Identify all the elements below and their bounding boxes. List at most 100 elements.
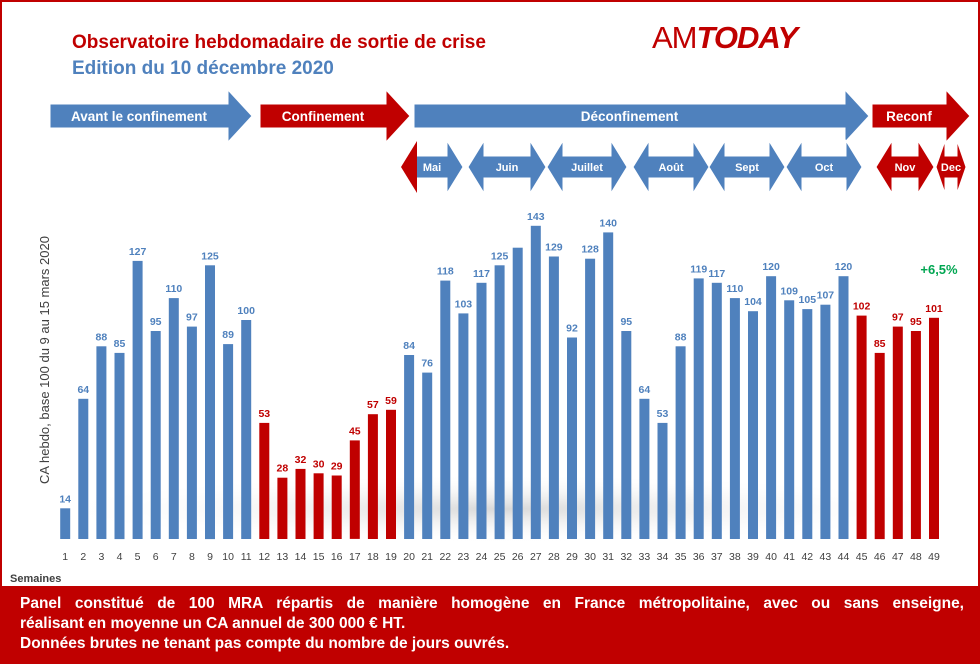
bar-week-12 <box>259 422 270 539</box>
phase-arrow-avant-le-confinement <box>49 88 253 144</box>
bar-value-label: 92 <box>566 323 578 335</box>
x-tick-label: 43 <box>820 551 832 563</box>
bar-week-28 <box>548 256 559 539</box>
x-tick-label: 45 <box>856 551 868 563</box>
x-tick-label: 27 <box>530 551 542 563</box>
x-tick-label: 7 <box>171 551 177 563</box>
bar-value-label: 110 <box>726 283 743 295</box>
amtoday-logo: AMTODAY <box>652 20 799 56</box>
bar-week-1 <box>60 508 71 539</box>
bar-value-label: 103 <box>455 298 473 310</box>
x-tick-label: 23 <box>458 551 470 563</box>
bar-value-label: 120 <box>762 261 780 273</box>
x-tick-label: 3 <box>98 551 104 563</box>
x-tick-label: 9 <box>207 551 213 563</box>
x-tick-label: 36 <box>693 551 705 563</box>
month-arrow-juillet <box>546 139 628 195</box>
x-tick-label: 11 <box>241 551 252 563</box>
bar-week-32 <box>621 331 632 539</box>
phase-arrows: Avant le confinement Confinement Déconfine… <box>49 88 971 144</box>
bar-value-label: 95 <box>910 316 922 328</box>
bar-week-6 <box>150 331 161 539</box>
chart-subtitle: Edition du 10 décembre 2020 <box>72 58 334 79</box>
bar-week-15 <box>313 473 324 539</box>
bar-week-37 <box>711 282 722 539</box>
bar-value-label: 101 <box>925 303 943 315</box>
bar-value-label: 125 <box>201 250 219 262</box>
bar-value-label: 117 <box>473 268 490 280</box>
bar-value-label: 85 <box>874 338 886 350</box>
bar-week-8 <box>186 326 197 539</box>
x-tick-label: 15 <box>313 551 325 563</box>
x-tick-label: 46 <box>874 551 886 563</box>
bar-value-label: 85 <box>114 338 126 350</box>
month-label: Juillet <box>571 162 603 174</box>
bar-value-label: 14 <box>59 493 71 505</box>
bar-value-label: 110 <box>165 283 182 295</box>
x-tick-label: 31 <box>602 551 614 563</box>
bar-week-5 <box>132 260 143 539</box>
bar-week-35 <box>675 346 686 539</box>
mai-arrow-red-tip <box>401 141 417 193</box>
x-tick-label: 34 <box>657 551 669 563</box>
phase-arrow-reconf <box>871 88 971 144</box>
month-label: Juin <box>496 162 519 174</box>
bar-week-20 <box>404 355 415 539</box>
bar-value-label: 118 <box>437 266 454 278</box>
bar-value-label: 88 <box>96 331 108 343</box>
bar-value-label: 95 <box>620 316 632 328</box>
chart-title: Observatoire hebdomadaire de sortie de c… <box>72 32 486 53</box>
bar-value-label: 30 <box>313 458 325 470</box>
month-arrows: Mai Juin Juillet Août Sept Oct Nov Dec <box>400 139 967 195</box>
x-tick-label: 10 <box>222 551 234 563</box>
bar-value-label: 45 <box>349 425 361 437</box>
month-arrow-sept <box>708 139 786 195</box>
month-label: Oct <box>815 162 834 174</box>
bar-week-24 <box>476 282 487 539</box>
x-axis-label: Semaines <box>10 573 61 585</box>
bar-value-label: 76 <box>421 358 433 370</box>
month-arrow-dec <box>935 140 967 194</box>
bar-value-label: 143 <box>527 211 545 223</box>
phase-label: Déconfinement <box>581 109 679 124</box>
x-tick-label: 47 <box>892 551 904 563</box>
footer-line-2: réalisant en moyenne un CA annuel de 300… <box>20 615 406 632</box>
phase-label: Reconf <box>886 109 932 124</box>
bar-week-2 <box>78 398 89 539</box>
bar-value-label: 140 <box>599 217 617 229</box>
bar-value-label: 119 <box>690 263 707 275</box>
footer-line-1: Panel constitué de 100 MRA répartis de m… <box>20 595 964 612</box>
bar-week-14 <box>295 468 306 539</box>
bar-value-label: 53 <box>258 408 270 420</box>
phase-arrow-confinement <box>259 88 411 144</box>
bar-week-44 <box>838 276 849 539</box>
phase-arrow-deconfinement <box>413 88 870 144</box>
bar-value-label: 89 <box>222 329 234 341</box>
x-tick-label: 49 <box>928 551 940 563</box>
footer-line-3: Données brutes ne tenant pas compte du n… <box>20 635 510 652</box>
bar-week-48 <box>910 331 921 539</box>
bar-value-label: 88 <box>675 331 687 343</box>
y-axis-label: CA hebdo, base 100 du 9 au 15 mars 2020 <box>37 236 52 484</box>
month-arrow-oct <box>785 139 863 195</box>
month-arrow-juin <box>467 139 547 195</box>
bar-week-21 <box>422 372 433 539</box>
bar-week-17 <box>349 440 360 539</box>
x-tick-label: 14 <box>295 551 307 563</box>
bar-week-25 <box>494 265 505 540</box>
bar-week-31 <box>603 232 614 539</box>
x-tick-label: 38 <box>729 551 741 563</box>
bar-value-label: 100 <box>237 305 255 317</box>
logo-today: TODAY <box>696 20 799 55</box>
x-tick-label: 42 <box>801 551 813 563</box>
bar-value-label: 120 <box>835 261 853 273</box>
x-tick-label: 25 <box>494 551 506 563</box>
bar-week-11 <box>241 320 252 539</box>
bars <box>60 225 939 540</box>
bar-value-label: 95 <box>150 316 162 328</box>
bar-value-label: 128 <box>581 244 599 256</box>
x-tick-label: 19 <box>385 551 397 563</box>
x-tick-label: 8 <box>189 551 195 563</box>
x-tick-label: 4 <box>117 551 123 563</box>
bar-value-label: 105 <box>799 294 817 306</box>
